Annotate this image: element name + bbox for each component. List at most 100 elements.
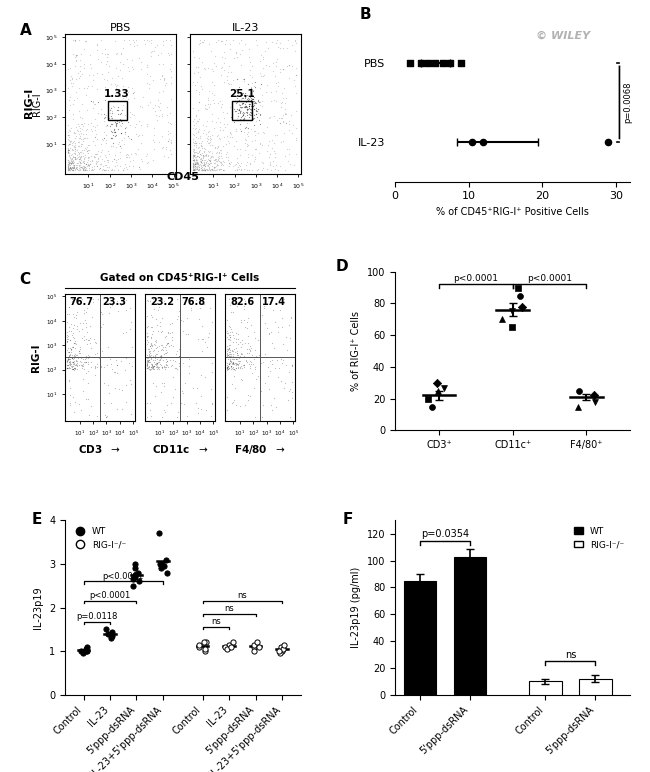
Point [135, 100, 145, 112]
Point [254, 114, 264, 127]
Point [112, 359, 123, 371]
Point [247, 96, 257, 108]
Point [120, 126, 130, 138]
Point [177, 315, 188, 327]
Point [142, 320, 153, 333]
Point [75, 152, 85, 164]
Point [69, 350, 79, 362]
Point [198, 151, 209, 164]
Point [99, 164, 110, 176]
Point [146, 310, 156, 322]
Point [125, 374, 135, 386]
Text: p<0.0001: p<0.0001 [527, 274, 572, 283]
X-axis label: % of CD45⁺RIG-I⁺ Positive Cells: % of CD45⁺RIG-I⁺ Positive Cells [436, 207, 589, 217]
Point [213, 141, 223, 153]
Point [202, 115, 212, 127]
Point [81, 151, 91, 163]
Point [249, 638, 259, 651]
Point [272, 114, 282, 127]
Point [116, 120, 126, 132]
Point [166, 359, 177, 371]
Point [89, 151, 99, 163]
Point [67, 161, 77, 173]
Point [74, 325, 85, 337]
Point [222, 347, 233, 359]
Point [66, 80, 77, 93]
Point [191, 110, 202, 123]
Point [99, 111, 109, 124]
Point [82, 144, 92, 157]
Point [174, 305, 185, 317]
Point [280, 97, 290, 110]
Point [245, 157, 255, 169]
Bar [108, 101, 127, 120]
Point [90, 347, 100, 360]
Point [110, 78, 120, 90]
Point [230, 336, 240, 348]
Point [148, 293, 158, 305]
Point [291, 69, 302, 81]
Point [248, 155, 259, 168]
Point [259, 127, 269, 140]
Point [90, 131, 101, 144]
Point [257, 309, 267, 321]
Point [62, 328, 72, 340]
Point [91, 157, 101, 169]
Point [112, 359, 122, 371]
Point [188, 164, 199, 176]
Point [127, 341, 137, 354]
Point [265, 148, 275, 161]
Point [67, 340, 77, 353]
Point [74, 136, 85, 148]
Point [239, 87, 250, 100]
Point [81, 89, 92, 101]
Point [124, 81, 134, 93]
Point [189, 79, 200, 91]
Y-axis label: RIG-I: RIG-I [32, 92, 42, 116]
Point [92, 358, 102, 371]
Point [157, 361, 167, 374]
Point [231, 353, 242, 365]
Point [114, 64, 125, 76]
Point [223, 333, 233, 345]
Point [213, 147, 224, 159]
Point [231, 90, 241, 103]
Point [174, 354, 185, 367]
Point [190, 155, 200, 168]
Point [96, 144, 107, 156]
Point [244, 164, 254, 176]
Point [190, 146, 201, 158]
Point [109, 153, 120, 165]
Point [66, 343, 76, 355]
Point [70, 162, 81, 174]
Point [222, 361, 233, 374]
Point [188, 144, 199, 157]
Point [63, 354, 73, 366]
Point [83, 151, 94, 163]
Point [289, 44, 300, 56]
Point [206, 157, 216, 169]
Point [274, 112, 285, 124]
Point [268, 392, 279, 405]
Point [153, 361, 164, 373]
Point [191, 150, 202, 162]
Point [66, 363, 77, 375]
Point [233, 351, 244, 364]
Point [237, 44, 247, 56]
Point [118, 99, 128, 111]
Point [92, 160, 102, 172]
Point [68, 322, 78, 334]
Point [66, 358, 76, 371]
Point [66, 325, 76, 337]
Point [259, 69, 269, 82]
Point [142, 356, 152, 368]
Point [237, 89, 248, 101]
Point [161, 143, 172, 155]
Point [268, 160, 278, 172]
Point [79, 303, 90, 316]
Point [269, 151, 280, 164]
Point [194, 87, 204, 100]
Point [240, 133, 250, 145]
Point [69, 159, 79, 171]
Point [63, 321, 73, 334]
